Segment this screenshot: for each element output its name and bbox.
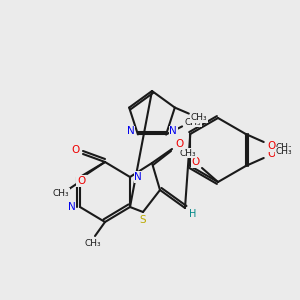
Text: CH₃: CH₃ <box>275 143 292 152</box>
Text: O: O <box>71 145 79 155</box>
Text: O: O <box>192 157 200 167</box>
Text: S: S <box>140 215 146 225</box>
Text: N: N <box>169 126 177 136</box>
Text: CH₃: CH₃ <box>53 188 69 197</box>
Text: CH₃: CH₃ <box>180 148 196 158</box>
Text: H: H <box>189 209 197 219</box>
Text: CH₃: CH₃ <box>185 118 201 127</box>
Text: O: O <box>268 141 276 151</box>
Text: N: N <box>127 126 135 136</box>
Text: O: O <box>268 149 276 159</box>
Text: CH₃: CH₃ <box>275 148 292 157</box>
Text: O: O <box>77 176 85 186</box>
Text: CH₃: CH₃ <box>85 239 101 248</box>
Text: O: O <box>176 139 184 149</box>
Text: N: N <box>68 202 76 212</box>
Text: CH₃: CH₃ <box>190 113 207 122</box>
Text: N: N <box>134 172 142 182</box>
